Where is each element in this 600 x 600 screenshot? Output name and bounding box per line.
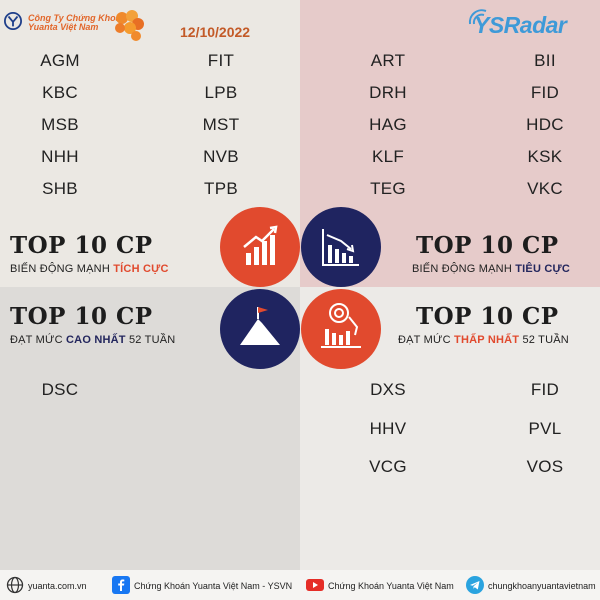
ticker: FID bbox=[530, 83, 560, 102]
low52-circle bbox=[301, 289, 381, 369]
ysradar-logo: YSRadar bbox=[468, 9, 567, 39]
ysradar-text: YSRadar bbox=[474, 12, 567, 38]
ticker: HDC bbox=[526, 115, 564, 134]
high52-circle bbox=[220, 289, 300, 369]
high52-subtitle-highlight: CAO NHẤT bbox=[66, 334, 126, 346]
high52-subtitle-prefix: ĐẠT MỨC bbox=[10, 334, 63, 346]
target-down-chart-icon bbox=[321, 303, 361, 348]
high52-subtitle: ĐẠT MỨC CAO NHẤT 52 TUẦN bbox=[10, 334, 175, 346]
ticker: PVL bbox=[528, 419, 562, 438]
radar-icon bbox=[468, 9, 487, 25]
ticker: KLF bbox=[371, 147, 405, 166]
ticker: DRH bbox=[369, 83, 407, 102]
yuanta-logo-icon bbox=[4, 12, 22, 30]
flower-icon bbox=[115, 10, 144, 41]
low52-subtitle-suffix: 52 TUẦN bbox=[522, 334, 569, 346]
brand-logo: Công Ty Chứng Khoán Yuanta Việt Nam bbox=[4, 8, 154, 42]
decline-circle bbox=[301, 207, 381, 287]
ticker: HHV bbox=[369, 419, 407, 438]
ticker: FIT bbox=[207, 51, 235, 70]
footer: yuanta.com.vn Chứng Khoán Yuanta Việt Na… bbox=[0, 570, 600, 600]
ticker: VKC bbox=[527, 179, 563, 198]
low52-subtitle-highlight: THẤP NHẤT bbox=[454, 334, 520, 346]
negative-subtitle: BIẾN ĐỘNG MẠNH TIÊU CỰC bbox=[412, 263, 570, 275]
brand-name: Công Ty Chứng Khoán Yuanta Việt Nam bbox=[28, 14, 126, 32]
ticker: SHB bbox=[42, 179, 78, 198]
ticker: TPB bbox=[204, 179, 238, 198]
ticker: VOS bbox=[526, 457, 564, 476]
youtube-link[interactable]: Chứng Khoán Yuanta Việt Nam bbox=[328, 581, 454, 591]
telegram-link[interactable]: chungkhoanyuantavietnam bbox=[488, 581, 596, 591]
telegram-icon bbox=[466, 576, 484, 594]
negative-title: TOP 10 CP bbox=[416, 232, 559, 259]
ticker: TEG bbox=[370, 179, 406, 198]
growth-circle bbox=[220, 207, 300, 287]
website-link[interactable]: yuanta.com.vn bbox=[28, 581, 87, 591]
brand-line1: Công Ty Chứng Khoán bbox=[28, 13, 127, 23]
high52-subtitle-suffix: 52 TUẦN bbox=[128, 334, 176, 346]
facebook-link[interactable]: Chứng Khoán Yuanta Việt Nam - YSVN bbox=[134, 581, 293, 591]
negative-subtitle-highlight: TIÊU CỰC bbox=[515, 263, 570, 275]
ticker: MSB bbox=[41, 115, 79, 134]
ticker: BII bbox=[534, 51, 556, 70]
ticker: FID bbox=[530, 380, 560, 399]
positive-subtitle-prefix: BIẾN ĐỘNG MẠNH bbox=[10, 263, 110, 275]
ticker: HAG bbox=[369, 115, 407, 134]
ticker: AGM bbox=[40, 51, 80, 70]
ticker: NHH bbox=[41, 147, 79, 166]
ticker: KBC bbox=[42, 83, 78, 102]
low52-title: TOP 10 CP bbox=[416, 303, 559, 330]
low52-subtitle-prefix: ĐẠT MỨC bbox=[398, 334, 451, 346]
positive-subtitle-highlight: TÍCH CỰC bbox=[113, 263, 169, 275]
youtube-icon bbox=[306, 579, 324, 591]
positive-title: TOP 10 CP bbox=[10, 232, 153, 259]
ticker: LPB bbox=[204, 83, 238, 102]
high52-title: TOP 10 CP bbox=[10, 303, 153, 330]
report-date: 12/10/2022 bbox=[180, 24, 251, 40]
ticker: MST bbox=[202, 115, 240, 134]
decline-chart-icon bbox=[322, 229, 359, 266]
mountain-flag-icon bbox=[240, 307, 280, 345]
ticker: ART bbox=[370, 51, 406, 70]
growth-chart-icon bbox=[243, 225, 278, 265]
low52-subtitle: ĐẠT MỨC THẤP NHẤT 52 TUẦN bbox=[398, 334, 569, 346]
globe-icon bbox=[6, 576, 24, 594]
ticker: VCG bbox=[369, 457, 407, 476]
positive-subtitle: BIẾN ĐỘNG MẠNH TÍCH CỰC bbox=[10, 263, 169, 275]
facebook-icon bbox=[112, 576, 130, 594]
ticker: NVB bbox=[203, 147, 239, 166]
ticker: DXS bbox=[370, 380, 406, 399]
ticker: DSC bbox=[41, 380, 79, 399]
negative-subtitle-prefix: BIẾN ĐỘNG MẠNH bbox=[412, 263, 512, 275]
ticker: KSK bbox=[527, 147, 563, 166]
brand-line2: Yuanta Việt Nam bbox=[28, 22, 99, 32]
